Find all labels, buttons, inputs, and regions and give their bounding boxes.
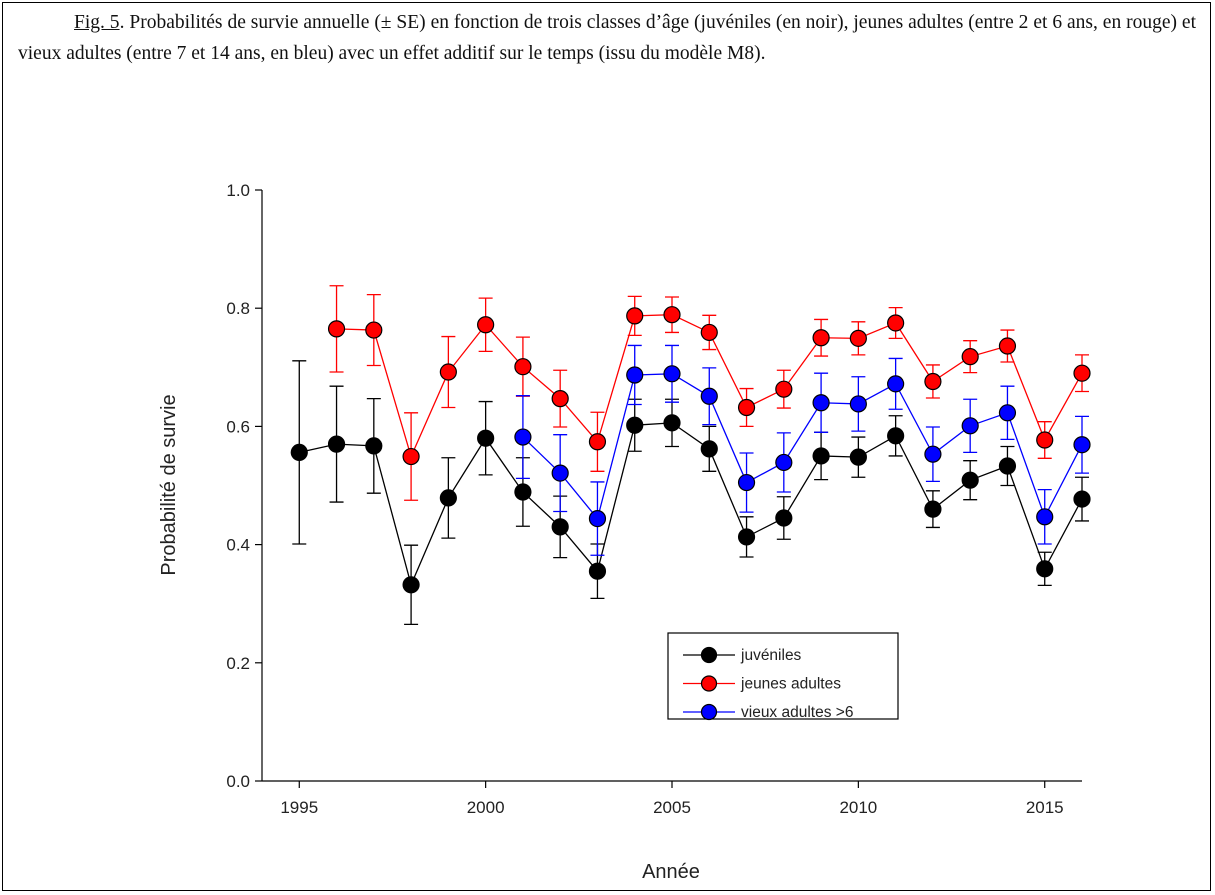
y-tick-label: 0.4 xyxy=(226,536,250,555)
data-point xyxy=(998,337,1017,355)
data-point xyxy=(1036,560,1054,578)
data-point xyxy=(1073,364,1091,382)
data-point xyxy=(961,417,979,435)
data-point xyxy=(775,380,793,398)
data-point xyxy=(924,372,942,391)
x-tick-label: 1995 xyxy=(280,798,318,817)
data-point xyxy=(961,348,979,366)
data-point xyxy=(402,576,420,594)
y-tick-label: 1.0 xyxy=(226,181,250,200)
data-point xyxy=(663,365,681,383)
data-point xyxy=(775,509,793,527)
data-point xyxy=(737,528,756,546)
data-point xyxy=(775,453,793,472)
y-tick-label: 0.6 xyxy=(226,417,250,436)
data-point xyxy=(514,428,532,446)
data-point xyxy=(1036,431,1054,449)
x-tick-label: 2000 xyxy=(467,798,505,817)
data-point xyxy=(327,320,346,338)
data-point xyxy=(812,447,830,465)
data-point xyxy=(924,445,942,463)
y-tick-label: 0.0 xyxy=(226,772,250,791)
data-point xyxy=(626,307,644,325)
legend-label: juvéniles xyxy=(740,647,802,664)
data-point xyxy=(849,448,867,466)
data-point xyxy=(588,562,607,580)
data-point xyxy=(887,427,905,445)
data-point xyxy=(551,390,569,408)
data-point xyxy=(551,518,569,536)
data-point xyxy=(551,464,569,482)
data-point xyxy=(439,363,457,381)
data-point xyxy=(514,358,532,376)
data-point xyxy=(365,321,383,339)
data-point xyxy=(514,483,532,501)
figure-label: Fig. 5 xyxy=(74,12,120,33)
data-point xyxy=(327,435,346,453)
data-point xyxy=(887,375,905,393)
data-point xyxy=(1073,436,1091,454)
data-point xyxy=(663,306,681,324)
data-point xyxy=(588,433,607,451)
data-point xyxy=(924,500,942,518)
data-point xyxy=(849,329,867,347)
data-point xyxy=(849,395,867,413)
data-point xyxy=(812,329,830,347)
data-point xyxy=(737,398,756,417)
y-tick-label: 0.8 xyxy=(226,299,250,318)
x-tick-label: 2010 xyxy=(839,798,877,817)
caption-text: . Probabilités de survie annuelle (± SE)… xyxy=(18,12,1196,64)
series-line xyxy=(299,422,1083,587)
legend-marker xyxy=(700,703,718,721)
x-axis-title: Année xyxy=(642,861,700,883)
data-point xyxy=(588,509,607,528)
data-point xyxy=(700,323,718,342)
data-point xyxy=(700,387,718,405)
series-line xyxy=(522,373,1083,520)
y-axis-title: Probabilité de survie xyxy=(158,394,180,575)
legend-marker xyxy=(700,646,718,664)
data-point xyxy=(961,471,979,489)
data-point xyxy=(1073,490,1091,508)
data-point xyxy=(998,404,1017,422)
data-point xyxy=(402,447,420,466)
y-tick-label: 0.2 xyxy=(226,654,250,673)
data-point xyxy=(998,457,1017,475)
data-point xyxy=(626,416,644,434)
x-tick-label: 2005 xyxy=(653,798,691,817)
data-point xyxy=(477,316,495,334)
data-point xyxy=(626,366,644,384)
x-tick-label: 2015 xyxy=(1026,798,1064,817)
caption: Fig. 5. Probabilités de survie annuelle … xyxy=(18,8,1196,69)
data-point xyxy=(812,394,830,412)
data-point xyxy=(365,437,383,455)
data-point xyxy=(290,443,308,462)
legend-label: vieux adultes >6 xyxy=(741,704,853,721)
data-point xyxy=(477,429,495,447)
data-point xyxy=(737,473,756,492)
data-point xyxy=(439,489,457,507)
data-point xyxy=(1036,508,1054,526)
legend-label: jeunes adultes xyxy=(740,676,841,693)
data-point xyxy=(700,440,718,458)
data-point xyxy=(663,414,681,432)
data-point xyxy=(887,314,905,332)
legend-marker xyxy=(700,675,718,692)
